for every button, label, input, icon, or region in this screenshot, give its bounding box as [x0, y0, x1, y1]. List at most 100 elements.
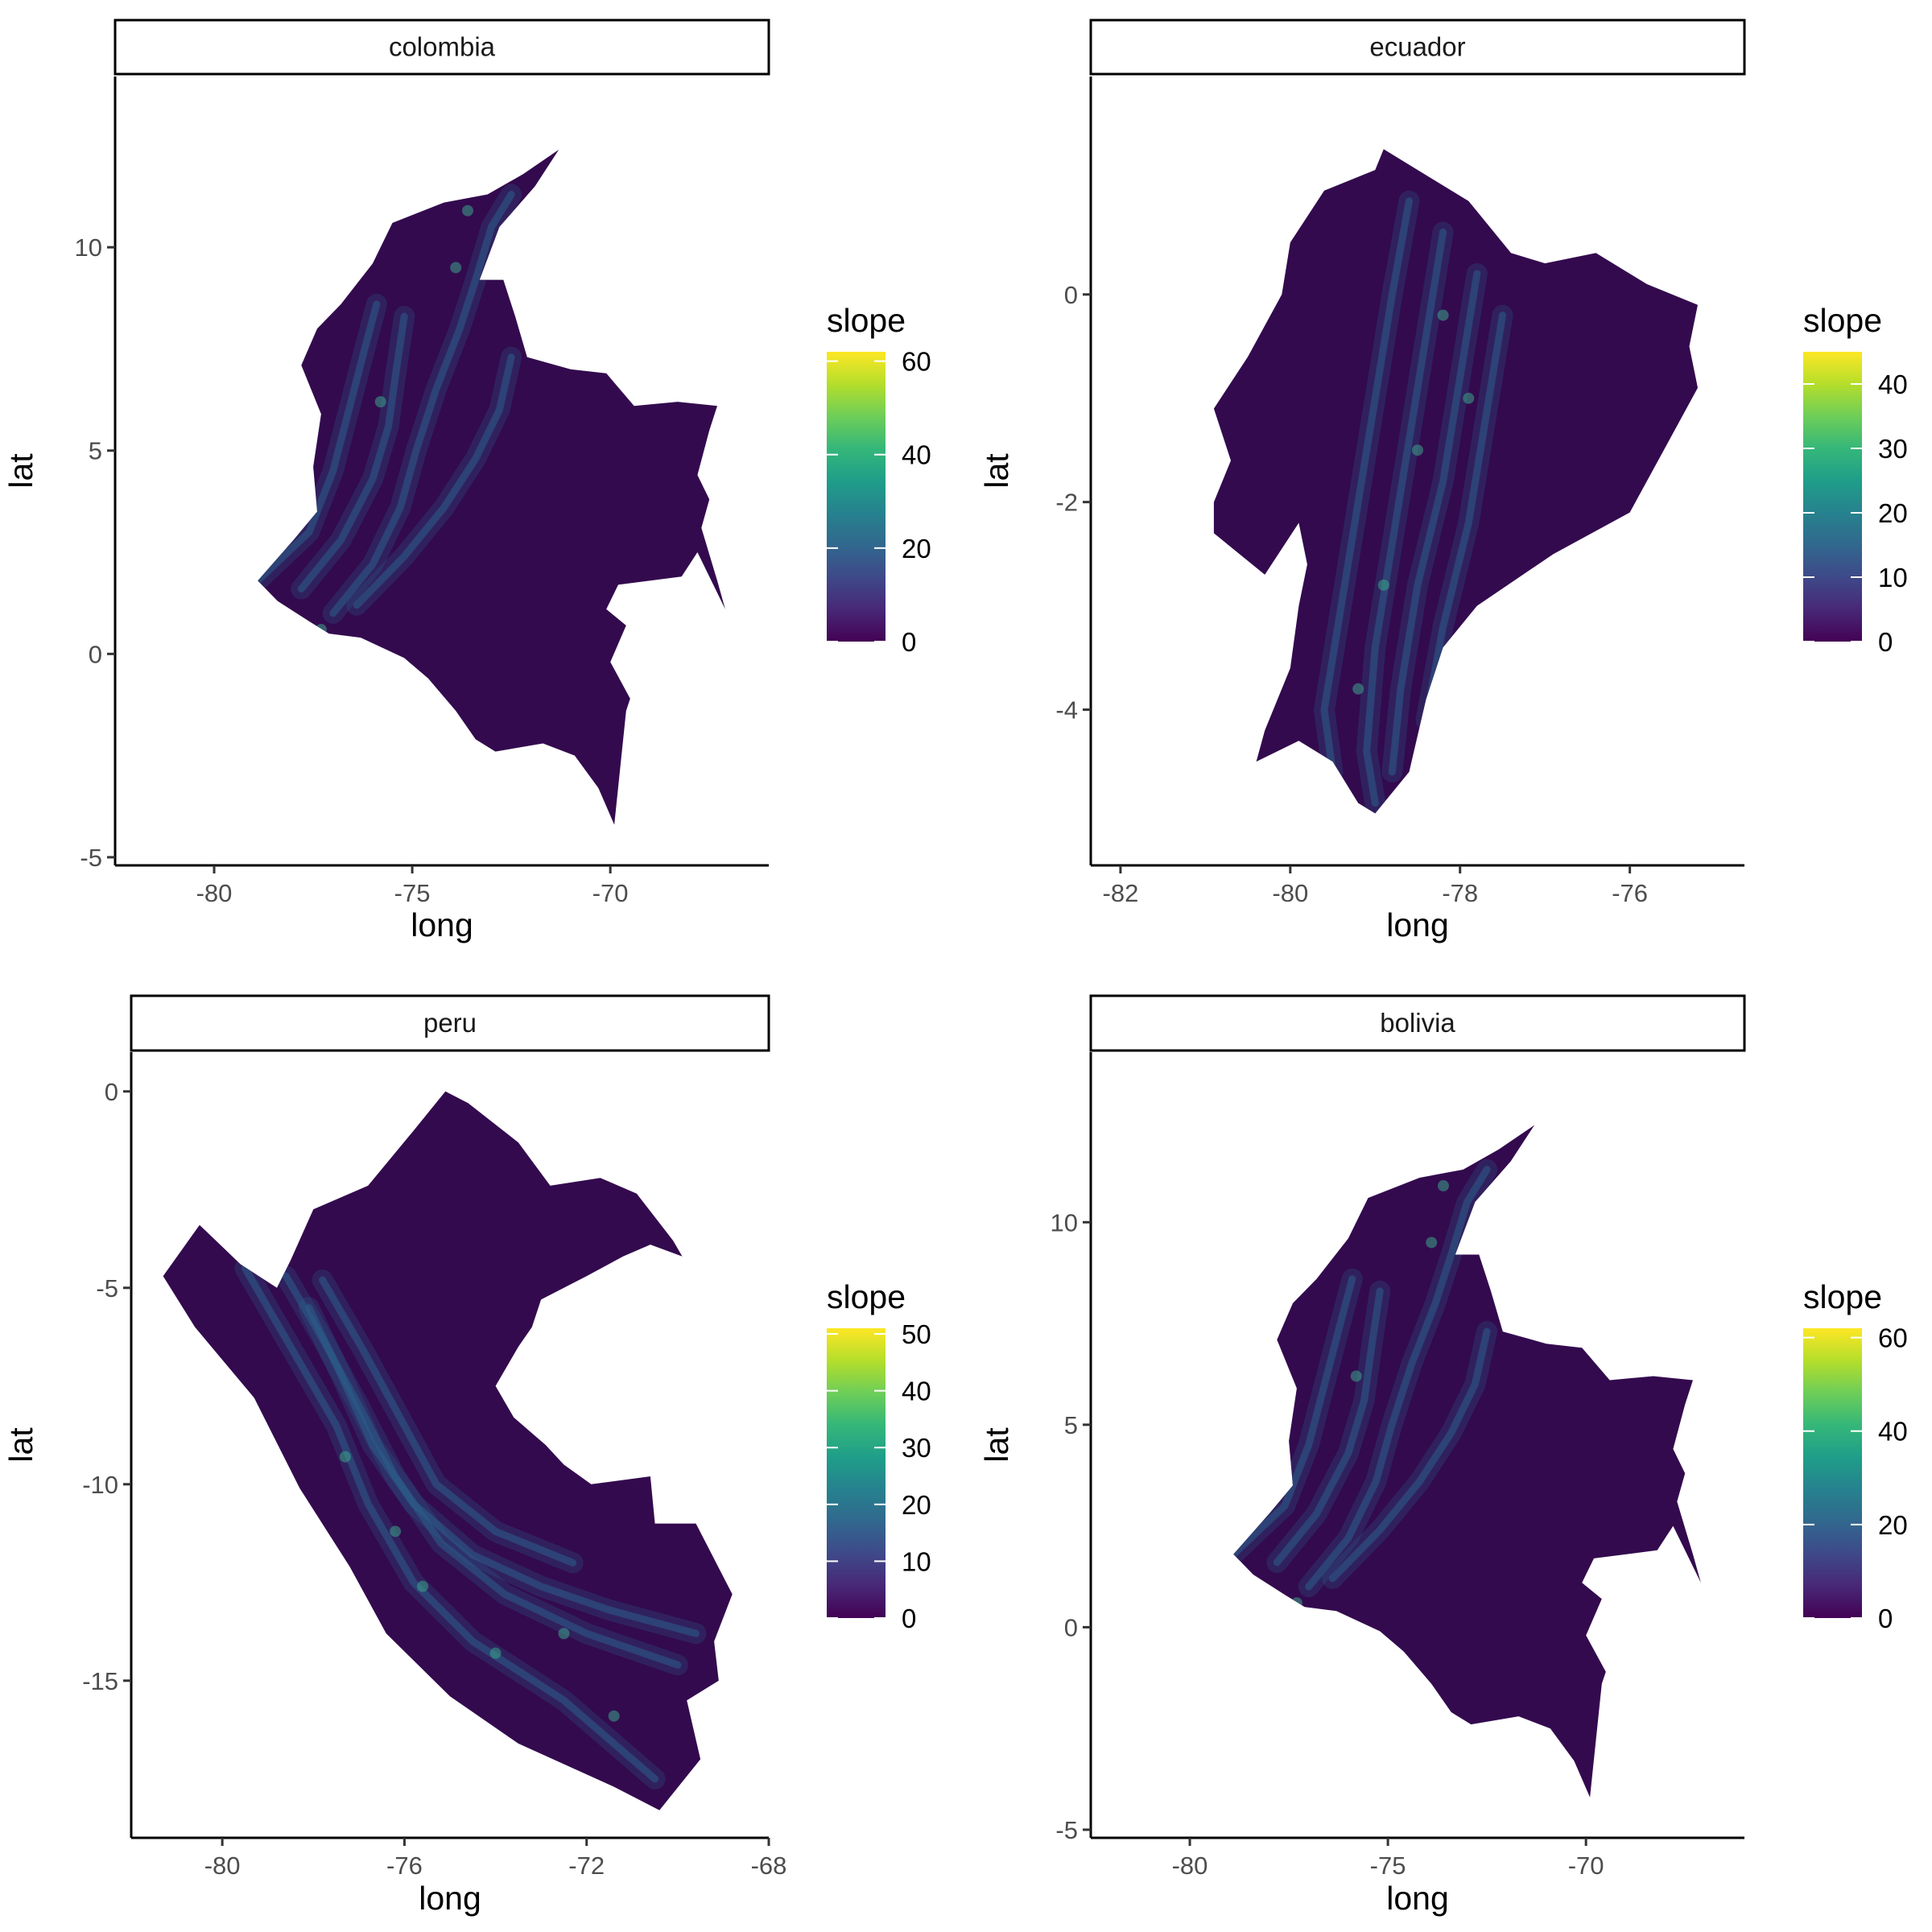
slope-ridge-core: [258, 300, 381, 584]
legend-title: slope: [827, 302, 906, 339]
legend-tick-label: 0: [902, 627, 916, 657]
legend-colorbar: [1803, 352, 1862, 642]
y-tick-label: 5: [1064, 1411, 1078, 1439]
slope-hotspot: [315, 624, 327, 636]
slope-ridge-core: [1273, 1287, 1384, 1567]
x-tick-label: -80: [1272, 879, 1308, 907]
slope-texture: [1233, 1158, 1498, 1609]
slope-ridge-core: [329, 191, 515, 617]
y-axis-title: lat: [2, 1427, 39, 1463]
slope-hotspot: [1426, 1236, 1438, 1249]
slope-ridge-core: [1363, 228, 1447, 807]
slope-texture: [234, 1257, 707, 1790]
slope-ridge-core: [305, 1303, 700, 1637]
slope-hotspot: [339, 1451, 351, 1463]
legend-tick-label: 30: [1878, 434, 1908, 464]
slope-hotspot: [1437, 1180, 1449, 1192]
y-tick-label: -5: [1055, 1816, 1078, 1844]
legend-tick-label: 20: [902, 1490, 931, 1520]
y-axis-title: lat: [978, 453, 1015, 489]
legend-tick-label: 30: [902, 1433, 931, 1463]
y-tick-label: 0: [1064, 1613, 1078, 1641]
legend-tick-label: 40: [902, 1377, 931, 1406]
slope-legend: slope 0 20 40 60: [1803, 1278, 1908, 1633]
y-tick-label: -5: [96, 1274, 118, 1302]
facet-strip-label: colombia: [389, 32, 496, 62]
slope-ridge-core: [1388, 270, 1481, 776]
x-tick-label: -75: [394, 879, 431, 907]
legend-tick-label: 0: [1878, 627, 1893, 657]
legend-tick-label: 20: [1878, 498, 1908, 528]
y-tick-label: 5: [89, 437, 102, 465]
y-tick-label: -4: [1055, 696, 1078, 724]
legend-tick-label: 50: [902, 1319, 931, 1349]
legend-tick-label: 40: [902, 440, 931, 470]
x-tick-label: -70: [1568, 1852, 1604, 1880]
legend-tick-label: 0: [902, 1604, 916, 1633]
slope-hotspot: [1463, 392, 1475, 404]
legend-colorbar: [827, 352, 886, 642]
x-tick-label: -80: [204, 1852, 241, 1880]
legend-tick-label: 40: [1878, 1417, 1908, 1447]
y-tick-label: -2: [1055, 489, 1078, 517]
legend-colorbar: [827, 1328, 886, 1618]
y-tick-label: 10: [75, 233, 102, 262]
slope-ridge-core: [1305, 1166, 1491, 1591]
y-axis-title: lat: [2, 453, 39, 489]
legend-tick-label: 10: [902, 1546, 931, 1576]
slope-hotspot: [417, 1580, 429, 1592]
facet-strip-label: ecuador: [1369, 32, 1465, 62]
x-axis-title: long: [1386, 1880, 1449, 1917]
x-axis-title: long: [1386, 906, 1449, 943]
y-tick-label: 0: [1064, 281, 1078, 309]
y-tick-label: 0: [89, 640, 102, 668]
slope-ridge-core: [1422, 312, 1506, 724]
legend-colorbar: [1803, 1328, 1862, 1618]
x-tick-label: -72: [568, 1852, 605, 1880]
slope-hotspot: [1350, 1370, 1362, 1382]
x-tick-label: -75: [1370, 1852, 1406, 1880]
slope-hotspot: [608, 1710, 620, 1722]
slope-texture: [258, 184, 522, 636]
y-tick-label: -10: [82, 1471, 118, 1499]
slope-hotspot: [1412, 444, 1423, 456]
facet-strip-box: [1089, 19, 1746, 76]
x-tick-label: -76: [1612, 879, 1648, 907]
y-tick-label: -5: [80, 844, 102, 872]
legend-tick-label: 0: [1878, 1604, 1893, 1633]
slope-hotspot: [489, 1647, 502, 1659]
legend-tick-label: 20: [1878, 1510, 1908, 1540]
slope-ridge-core: [241, 1264, 659, 1783]
slope-hotspot: [1352, 683, 1364, 695]
x-tick-label: -76: [386, 1852, 423, 1880]
slope-ridge-core: [1233, 1275, 1356, 1558]
legend-tick-label: 10: [1878, 563, 1908, 592]
x-tick-label: -70: [592, 879, 629, 907]
slope-legend: slope 0 20 40 60: [827, 302, 931, 657]
slope-ridge-core: [1320, 197, 1413, 776]
legend-title: slope: [1803, 302, 1882, 339]
y-tick-label: -15: [82, 1667, 118, 1695]
legend-tick-label: 20: [902, 534, 931, 564]
slope-ridge-core: [297, 312, 408, 592]
slope-ridge-core: [319, 1276, 577, 1567]
facet-strip-label: peru: [423, 1008, 477, 1038]
y-tick-label: 0: [105, 1078, 118, 1106]
x-tick-label: -78: [1442, 879, 1478, 907]
legend-tick-label: 60: [1878, 1323, 1908, 1353]
slope-legend: slope 0 10 20 30 40: [1803, 302, 1908, 657]
slope-hotspot: [558, 1628, 570, 1640]
y-tick-label: 10: [1051, 1208, 1078, 1236]
legend-tick-label: 40: [1878, 369, 1908, 399]
x-axis-title: long: [411, 906, 473, 943]
panels-layer: colombia -80 -75 -70 -5 0 5 10 long lat slope 0 20 40…: [2, 19, 1908, 1917]
x-tick-label: -68: [751, 1852, 787, 1880]
facet-panel-colombia: colombia -80 -75 -70 -5 0 5 10 long lat slope 0 20 40…: [2, 19, 931, 943]
facet-strip-box: [1089, 994, 1746, 1052]
facet-strip-label: bolivia: [1380, 1008, 1455, 1038]
slope-hotspot: [1437, 309, 1449, 321]
x-tick-label: -82: [1103, 879, 1139, 907]
legend-title: slope: [827, 1278, 906, 1315]
slope-texture: [1314, 190, 1513, 814]
